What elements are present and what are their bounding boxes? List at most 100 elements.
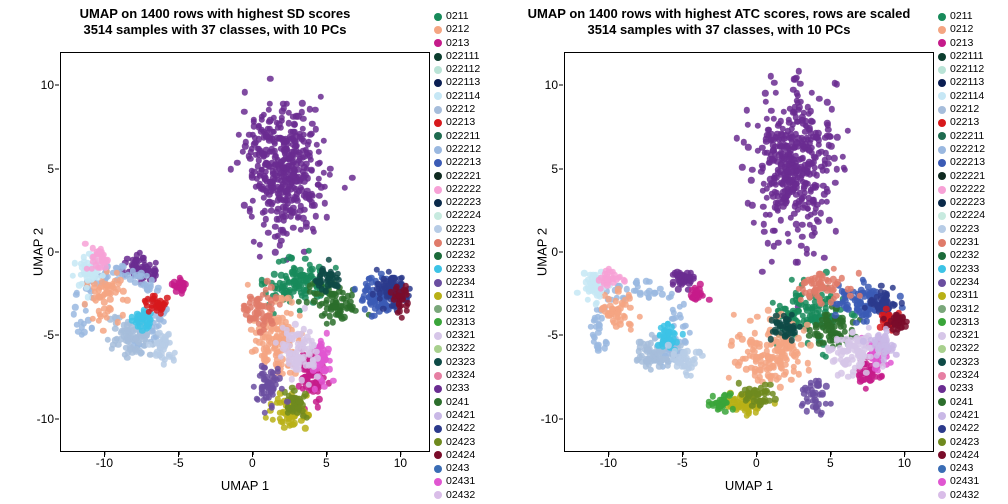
legend-label: 02323 (446, 356, 475, 369)
legend-label: 0243 (950, 462, 973, 475)
legend-swatch (434, 26, 442, 34)
scatter-point (686, 330, 692, 336)
scatter-point (404, 308, 410, 314)
scatter-point (280, 258, 286, 264)
legend-label: 02223 (446, 223, 475, 236)
legend-swatch (938, 79, 946, 87)
ytick-mark (55, 168, 59, 169)
scatter-point (76, 282, 82, 288)
legend-swatch (434, 465, 442, 473)
scatter-point (771, 243, 777, 249)
legend-item: 02313 (938, 316, 1008, 329)
ytick-label: -10 (32, 412, 54, 426)
scatter-point (722, 408, 728, 414)
scatter-point (290, 289, 296, 295)
scatter-point (799, 233, 805, 239)
ytick-label: 5 (32, 162, 54, 176)
legend-swatch (434, 279, 442, 287)
legend-label: 02321 (950, 329, 979, 342)
legend-item: 02421 (938, 409, 1008, 422)
scatter-point (307, 132, 313, 138)
legend-swatch (938, 412, 946, 420)
legend-swatch (434, 478, 442, 486)
scatter-point (315, 161, 321, 167)
panel-right: UMAP on 1400 rows with highest ATC score… (504, 0, 1008, 504)
scatter-point (324, 330, 330, 336)
legend-swatch (938, 199, 946, 207)
legend-swatch (434, 358, 442, 366)
scatter-point (798, 98, 804, 104)
legend-label: 0241 (446, 396, 469, 409)
scatter-point (256, 242, 262, 248)
legend-label: 022221 (446, 170, 481, 183)
legend-item: 02312 (434, 303, 504, 316)
scatter-point (688, 372, 694, 378)
legend-item: 02323 (938, 356, 1008, 369)
scatter-point (302, 425, 308, 431)
legend-swatch (434, 385, 442, 393)
scatter-point (349, 174, 355, 180)
legend-label: 02324 (950, 369, 979, 382)
legend-label: 02232 (950, 249, 979, 262)
scatter-point (277, 242, 283, 248)
legend-label: 0211 (446, 10, 469, 23)
scatter-point (772, 89, 778, 95)
scatter-point (73, 292, 79, 298)
legend-label: 0233 (950, 382, 973, 395)
legend-label: 022112 (446, 63, 480, 76)
legend-swatch (938, 39, 946, 47)
legend-item: 02213 (434, 116, 504, 129)
xtick-mark (904, 452, 905, 457)
scatter-point (825, 127, 831, 133)
scatter-point (761, 229, 767, 235)
legend-swatch (938, 332, 946, 340)
legend-item: 022112 (434, 63, 504, 76)
legend-swatch (938, 159, 946, 167)
scatter-point (107, 296, 113, 302)
scatter-point (329, 319, 335, 325)
legend-item: 0212 (938, 23, 1008, 36)
scatter-point (817, 210, 823, 216)
scatter-point (594, 300, 600, 306)
legend-label: 02421 (446, 409, 475, 422)
legend-swatch (434, 66, 442, 74)
scatter-point (404, 300, 410, 306)
scatter-point (289, 299, 295, 305)
legend-label: 02234 (950, 276, 979, 289)
legend-swatch (938, 478, 946, 486)
legend-label: 02323 (950, 356, 979, 369)
scatter-point (767, 382, 773, 388)
legend-swatch (434, 106, 442, 114)
legend-label: 0243 (446, 462, 469, 475)
legend-item: 02212 (938, 103, 1008, 116)
xtick-label: 5 (827, 456, 834, 470)
scatter-point (799, 222, 805, 228)
scatter-point (312, 126, 318, 132)
scatter-point (627, 305, 633, 311)
scatter-point (815, 383, 821, 389)
scatter-point (291, 121, 297, 127)
xtick-mark (326, 452, 327, 457)
legend-label: 02312 (446, 303, 475, 316)
scatter-point (270, 416, 276, 422)
scatter-point (299, 100, 305, 106)
scatter-point (621, 314, 627, 320)
ytick-mark (55, 418, 59, 419)
scatter-point (313, 213, 319, 219)
scatter-point (771, 80, 777, 86)
legend-label: 0233 (446, 382, 469, 395)
scatter-point (897, 293, 903, 299)
scatter-point (272, 249, 278, 255)
legend-item: 022211 (938, 130, 1008, 143)
scatter-point (831, 357, 837, 363)
scatter-point (795, 227, 801, 233)
scatter-point (680, 331, 686, 337)
legend-swatch (434, 172, 442, 180)
xtick-label: -5 (677, 456, 688, 470)
legend-item: 02421 (434, 409, 504, 422)
legend-item: 02212 (434, 103, 504, 116)
scatter-point (236, 132, 242, 138)
legend-swatch (434, 265, 442, 273)
scatter-point (277, 301, 283, 307)
scatter-point (786, 239, 792, 245)
